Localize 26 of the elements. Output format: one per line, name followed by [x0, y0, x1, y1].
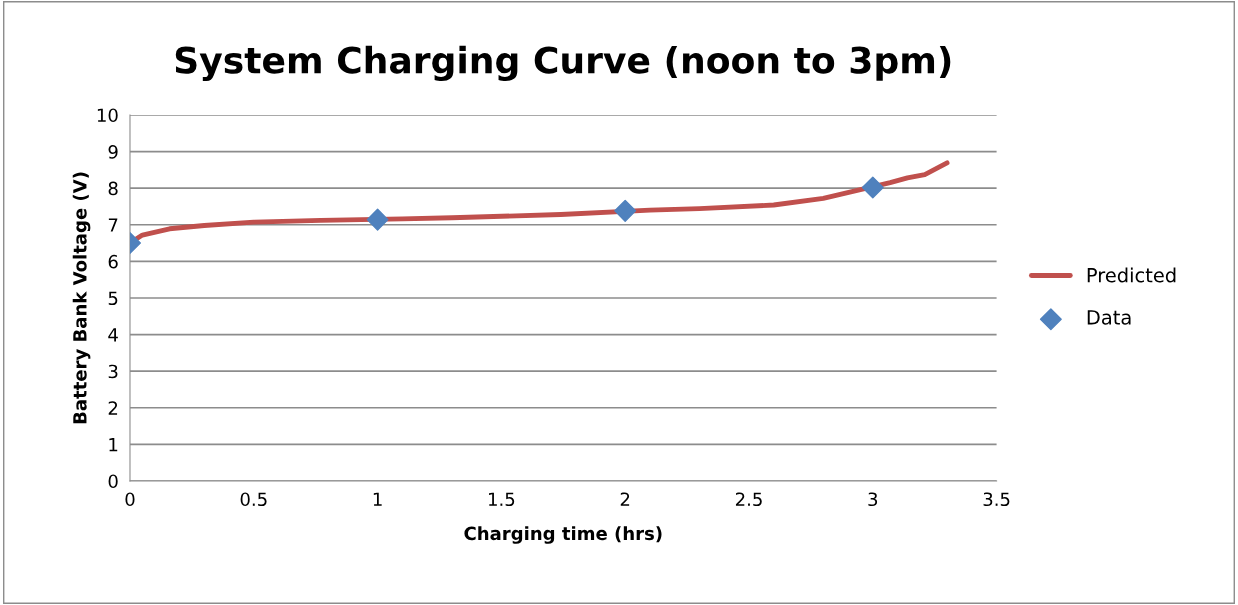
- x-tick-label: 2: [620, 492, 630, 506]
- y-tick-label: 6: [108, 254, 118, 269]
- y-axis-title: Battery Bank Voltage (V): [72, 172, 91, 424]
- y-tick-label: 0: [108, 474, 118, 489]
- y-tick-label: 5: [108, 291, 118, 306]
- y-tick-label: 8: [108, 181, 118, 196]
- y-tick-label: 2: [108, 401, 118, 415]
- y-tick-label: 3: [108, 364, 118, 379]
- x-tick-label: 3: [868, 492, 878, 507]
- y-tick-label: 4: [108, 328, 118, 342]
- x-tick-label: 1: [373, 492, 382, 506]
- legend-label: Data: [1087, 310, 1131, 325]
- y-tick-label: 1: [109, 438, 118, 452]
- y-tick-label: 9: [108, 145, 118, 159]
- legend-label: Predicted: [1087, 267, 1176, 283]
- x-tick-label: 0.5: [240, 492, 267, 507]
- y-tick-label: 10: [97, 108, 118, 123]
- y-tick-label: 7: [108, 218, 118, 232]
- point: [614, 199, 637, 222]
- x-tick-label: 2.5: [735, 492, 762, 507]
- x-tick-label: 3.5: [983, 492, 1010, 507]
- x-axis-title: Charging time (hrs): [464, 526, 662, 544]
- chart-title: System Charging Curve (noon to 3pm): [175, 45, 951, 82]
- x-tick-label: 1.5: [489, 492, 515, 507]
- x-tick-label: 0: [125, 492, 135, 507]
- point: [861, 176, 884, 199]
